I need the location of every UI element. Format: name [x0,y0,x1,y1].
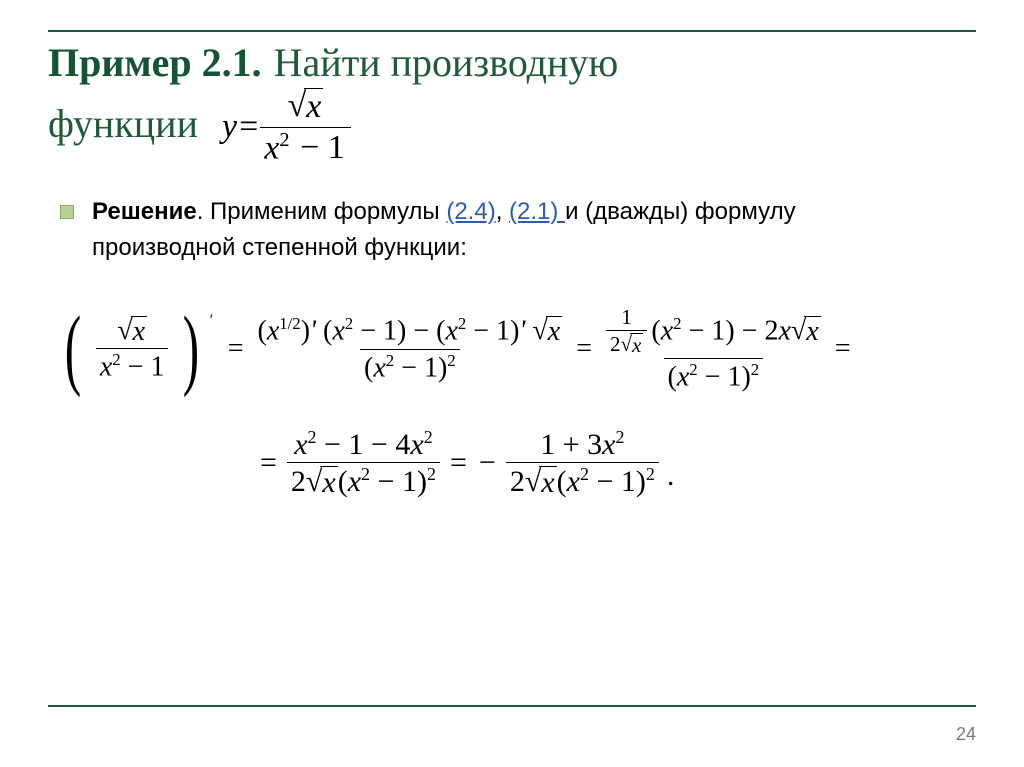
link-2-1[interactable]: (2.1) [509,198,565,225]
slide-title: Пример 2.1. Найти производную функции y … [48,38,976,166]
equation-block: ( √x x2 − 1 )′ = (x1/2)' (x2 − 1) − (x2 … [48,306,976,499]
equation-line-1: ( √x x2 − 1 )′ = (x1/2)' (x2 − 1) − (x2 … [58,306,976,392]
equation-line-2: = x2 − 1 − 4x2 2√x(x2 − 1)2 = − 1 + 3x2 … [258,428,976,499]
title-equation: y = √x x2 − 1 [222,88,351,166]
slide: Пример 2.1. Найти производную функции y … [0,0,1024,767]
solution-text: Решение. Применим формулы (2.4), (2.1) и… [92,194,932,266]
title-strong: Пример 2.1. [48,38,262,88]
top-rule [48,30,976,32]
solution-label: Решение [92,198,197,225]
page-number: 24 [956,724,976,745]
bottom-rule [48,705,976,707]
title-rest-2: функции [48,99,198,149]
title-rest-1: Найти производную [274,38,619,88]
link-2-4[interactable]: (2.4) [446,198,495,225]
